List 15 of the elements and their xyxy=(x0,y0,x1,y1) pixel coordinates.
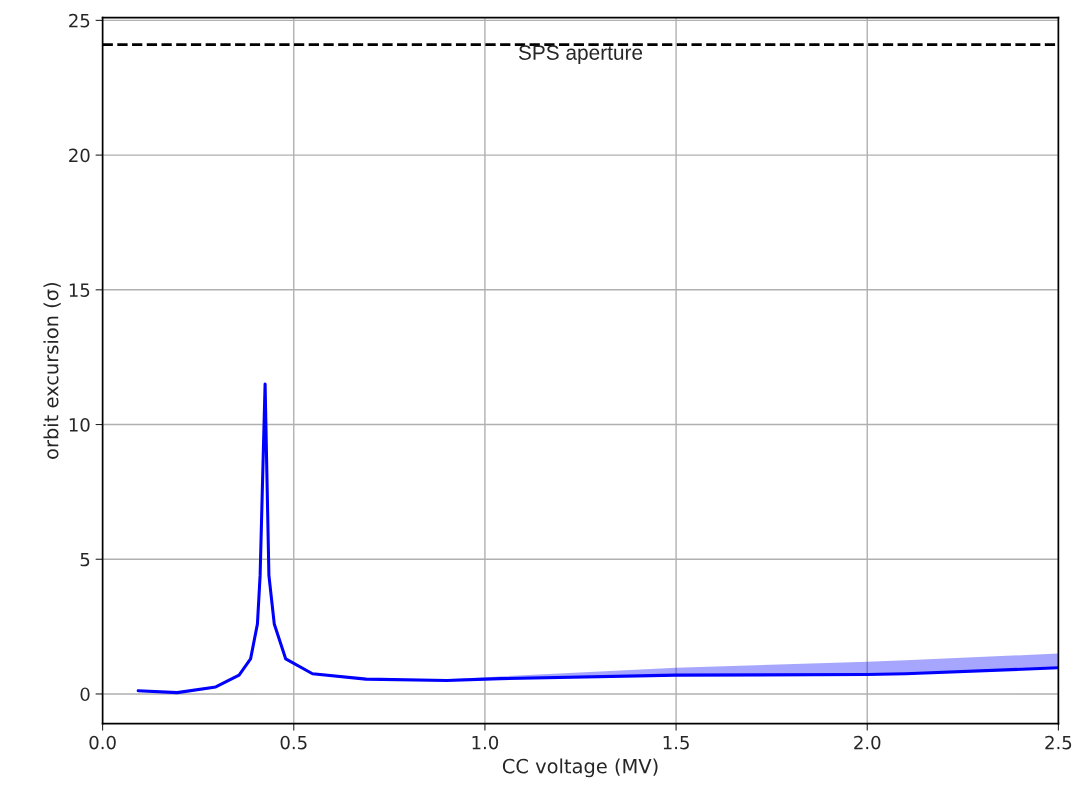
x-tick-label: 0.5 xyxy=(280,735,307,750)
y-tick-label: 15 xyxy=(69,283,90,297)
x-tick-label: 2.5 xyxy=(1045,735,1072,750)
x-tick-label: 1.0 xyxy=(472,735,499,750)
x-tick-label: 2.0 xyxy=(854,735,881,750)
x-axis-title: CC voltage (MV) xyxy=(502,758,658,778)
y-tick-label: 0 xyxy=(80,687,90,702)
y-tick-label: 5 xyxy=(80,552,90,567)
y-tick-label: 10 xyxy=(69,417,90,432)
y-axis-title: orbit excursion (σ) xyxy=(43,282,61,459)
y-tick-label: 20 xyxy=(69,148,90,163)
ref-line-label: SPS aperture xyxy=(518,45,643,65)
y-tick-label: 25 xyxy=(69,13,90,28)
x-tick-label: 0.0 xyxy=(89,735,116,750)
x-tick-label: 1.5 xyxy=(663,735,689,750)
